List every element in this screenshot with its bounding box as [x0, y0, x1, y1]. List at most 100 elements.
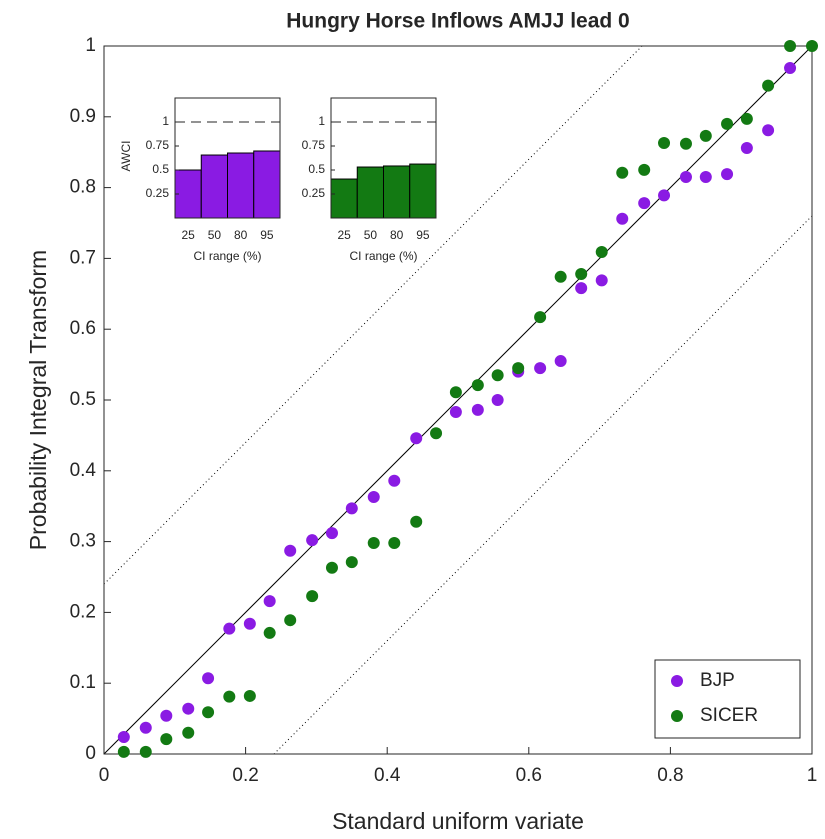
- data-point: [243, 617, 256, 630]
- bar: [200, 154, 228, 219]
- legend-label: SICER: [700, 705, 758, 726]
- inset-frame: [174, 97, 281, 219]
- x-tick-label: 0.2: [232, 765, 258, 786]
- legend-box: [654, 659, 801, 739]
- data-point: [762, 124, 775, 137]
- data-point: [410, 515, 423, 528]
- data-point: [721, 117, 734, 130]
- ks-band-lower: [273, 215, 813, 755]
- data-point: [117, 745, 130, 758]
- data-point: [202, 706, 215, 719]
- data-point: [202, 672, 215, 685]
- y-tick-label: 0.75: [146, 138, 170, 152]
- y-tick-label: 0.75: [302, 138, 326, 152]
- legend-label: BJP: [700, 670, 735, 691]
- bar: [227, 152, 255, 219]
- data-point: [306, 534, 319, 547]
- inset-frame: [330, 97, 437, 219]
- data-point: [410, 432, 423, 445]
- y-tick-label: 0: [85, 743, 96, 764]
- y-tick-label: 1: [318, 114, 325, 128]
- y-tick-label: 0.5: [152, 162, 169, 176]
- chart-title: Hungry Horse Inflows AMJJ lead 0: [286, 10, 629, 33]
- data-point: [491, 394, 504, 406]
- x-tick-label: 50: [364, 228, 378, 242]
- x-tick-label: 0: [99, 765, 110, 786]
- data-point: [534, 362, 547, 375]
- data-point: [325, 561, 338, 574]
- data-point: [471, 403, 484, 416]
- data-point: [595, 274, 608, 287]
- x-tick-label: 0.8: [657, 765, 683, 786]
- data-point: [512, 362, 525, 375]
- x-tick-label: 95: [416, 228, 430, 242]
- data-point: [740, 141, 753, 154]
- y-axis-label: Probability Integral Transform: [25, 250, 51, 550]
- y-tick-label: 0.1: [70, 672, 96, 693]
- data-point: [263, 626, 276, 639]
- y-tick-label: 0.3: [70, 531, 96, 552]
- data-point: [534, 311, 547, 324]
- legend-marker: [671, 710, 683, 722]
- data-point: [117, 731, 130, 744]
- data-point: [449, 386, 462, 399]
- data-point: [160, 733, 173, 746]
- data-point: [284, 614, 297, 627]
- data-point: [388, 474, 401, 487]
- data-point: [658, 136, 671, 149]
- x-tick-label: 80: [234, 228, 248, 242]
- y-axis-label: AWCI: [119, 141, 133, 172]
- data-point: [388, 537, 401, 550]
- data-point: [182, 702, 195, 715]
- bar: [174, 169, 202, 219]
- data-point: [699, 170, 712, 183]
- x-tick-label: 0.4: [374, 765, 401, 786]
- data-point: [139, 721, 152, 734]
- y-tick-label: 1: [85, 35, 96, 56]
- data-point: [784, 40, 797, 52]
- data-point: [243, 689, 256, 702]
- data-point: [345, 502, 358, 515]
- y-tick-label: 0.25: [302, 186, 326, 200]
- bar: [409, 163, 437, 219]
- data-point: [430, 427, 443, 440]
- y-tick-label: 0.8: [70, 177, 96, 198]
- data-point: [740, 112, 753, 125]
- data-point: [679, 170, 692, 183]
- data-point: [223, 690, 236, 703]
- data-point: [658, 189, 671, 202]
- bar: [330, 178, 358, 219]
- data-point: [284, 544, 297, 557]
- data-point: [575, 267, 588, 280]
- bar: [253, 150, 281, 219]
- data-point: [679, 137, 692, 150]
- data-point: [554, 355, 567, 368]
- ks-band-upper: [103, 45, 643, 585]
- x-tick-label: 0.6: [516, 765, 542, 786]
- x-tick-label: 95: [260, 228, 274, 242]
- y-tick-label: 0.5: [70, 389, 96, 410]
- y-tick-label: 0.4: [70, 460, 97, 481]
- y-tick-label: 0.5: [308, 162, 325, 176]
- x-tick-label: 80: [390, 228, 404, 242]
- data-point: [638, 163, 651, 176]
- x-axis-label: CI range (%): [193, 249, 261, 263]
- data-point: [616, 212, 629, 225]
- y-tick-label: 0.2: [70, 601, 96, 622]
- data-point: [367, 537, 380, 550]
- data-point: [806, 40, 818, 52]
- x-tick-label: 25: [181, 228, 195, 242]
- x-axis-label: Standard uniform variate: [332, 808, 584, 834]
- data-point: [721, 168, 734, 181]
- data-point: [182, 726, 195, 739]
- data-point: [139, 745, 152, 758]
- y-tick-label: 0.7: [70, 247, 96, 268]
- data-point: [263, 595, 276, 608]
- y-tick-label: 0.25: [146, 186, 170, 200]
- data-point: [616, 166, 629, 179]
- data-point: [784, 61, 797, 74]
- x-tick-label: 25: [337, 228, 351, 242]
- y-tick-label: 0.9: [70, 106, 96, 127]
- data-point: [449, 406, 462, 419]
